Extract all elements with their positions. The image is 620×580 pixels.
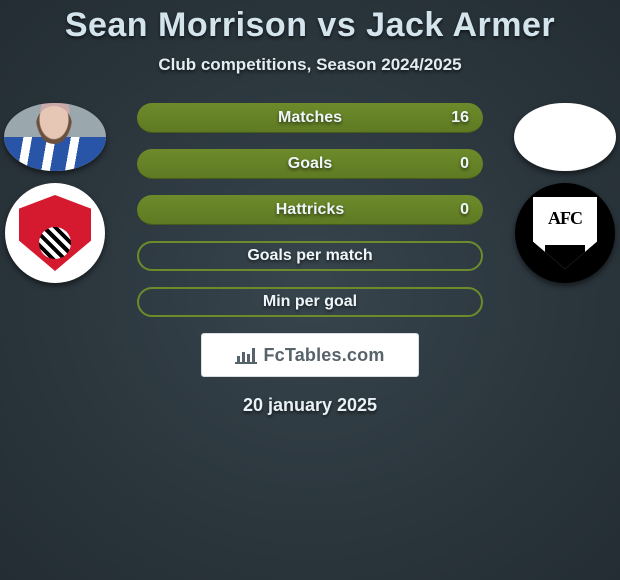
stat-bar-hattricks: Hattricks 0 [137, 195, 483, 225]
stat-bar-matches: Matches 16 [137, 103, 483, 133]
page-subtitle: Club competitions, Season 2024/2025 [0, 55, 620, 75]
right-player-column [510, 103, 620, 283]
comparison-card: Sean Morrison vs Jack Armer Club competi… [0, 0, 620, 580]
stat-bar-goals: Goals 0 [137, 149, 483, 179]
footer-date: 20 january 2025 [0, 395, 620, 416]
stat-right-value: 0 [460, 195, 469, 224]
stage: Matches 16 Goals 0 Hattricks 0 Goals per… [0, 103, 620, 416]
branding-badge: FcTables.com [201, 333, 419, 377]
stat-right-value: 0 [460, 149, 469, 178]
stat-bar-min-per-goal: Min per goal [137, 287, 483, 317]
stat-bars: Matches 16 Goals 0 Hattricks 0 Goals per… [137, 103, 483, 317]
stat-label: Goals per match [139, 243, 481, 269]
stat-label: Matches [137, 103, 483, 132]
stat-label: Hattricks [137, 195, 483, 224]
stat-label: Goals [137, 149, 483, 178]
branding-text: FcTables.com [263, 345, 384, 366]
stat-bar-goals-per-match: Goals per match [137, 241, 483, 271]
stat-right-value: 16 [451, 103, 469, 132]
stat-label: Min per goal [139, 289, 481, 315]
page-title: Sean Morrison vs Jack Armer [0, 0, 620, 45]
left-player-column [0, 103, 110, 283]
right-club-crest [515, 183, 615, 283]
left-club-crest [5, 183, 105, 283]
bar-chart-icon [235, 346, 257, 364]
right-player-photo [514, 103, 616, 171]
left-player-photo [4, 103, 106, 171]
